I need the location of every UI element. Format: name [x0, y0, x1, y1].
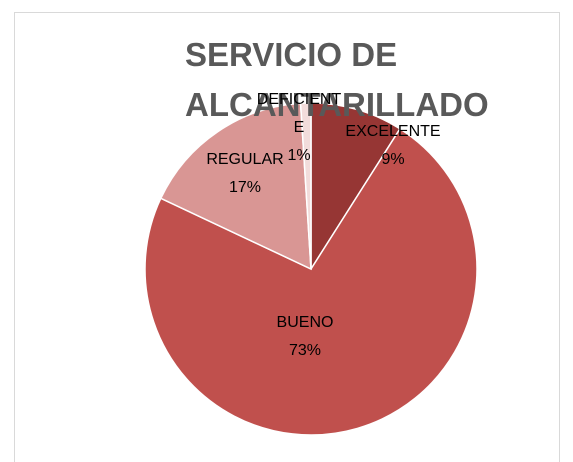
pie-slice [310, 102, 401, 272]
data-label: EXCELENTE 9% [345, 118, 441, 174]
data-label: BUENO 73% [245, 309, 365, 365]
value-label: 9% [381, 151, 405, 168]
value-label: 17% [228, 179, 262, 196]
pie-slice [299, 102, 312, 270]
category-label: REGULAR [206, 151, 284, 168]
data-label: REGULAR 17% [190, 146, 300, 202]
category-label: DEFICIENTE [256, 91, 342, 136]
chart-frame [14, 12, 560, 462]
category-label: BUENO [276, 314, 334, 331]
value-label: 73% [288, 342, 322, 359]
chart-title: SERVICIO DE ALCANTARILLADO [185, 36, 489, 123]
pie-slice [144, 127, 478, 436]
value-label: 1% [287, 147, 311, 164]
data-label: DEFICIENTE 1% [255, 86, 343, 170]
pie-slice [159, 102, 312, 271]
category-label: EXCELENTE [345, 123, 441, 140]
